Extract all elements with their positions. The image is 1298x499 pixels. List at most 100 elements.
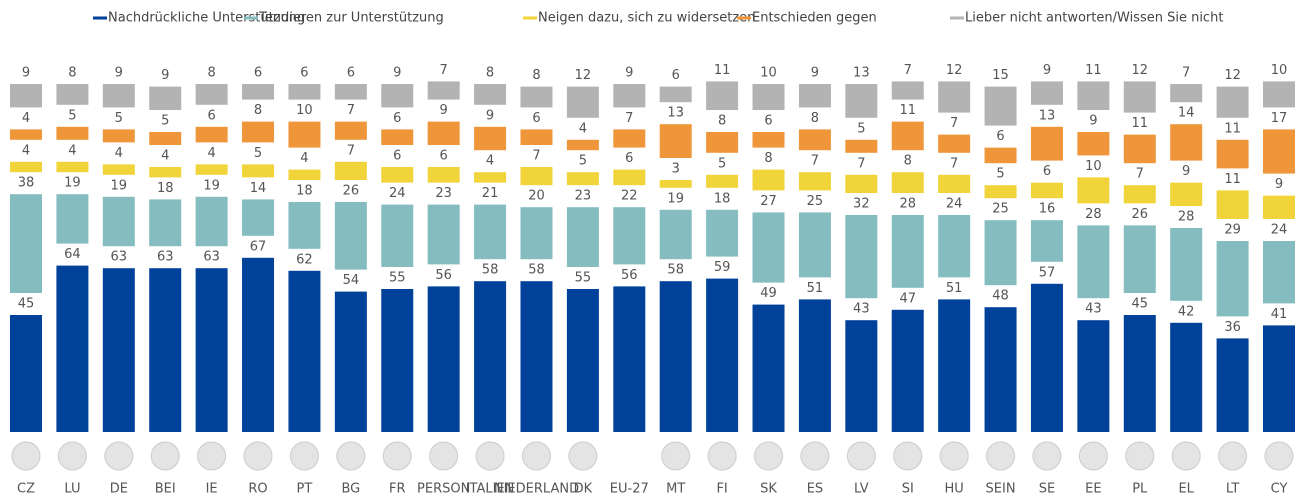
bar-segment	[1216, 139, 1249, 169]
data-label: 9	[1043, 63, 1051, 78]
data-label: 4	[22, 111, 30, 126]
bar-segment	[566, 289, 599, 432]
bar-segment	[10, 161, 42, 173]
bar-segment	[10, 315, 42, 432]
flag	[1078, 441, 1108, 471]
bar-segment	[381, 167, 414, 183]
data-label: 17	[1271, 111, 1288, 126]
data-label: 8	[486, 66, 494, 81]
bar-segment	[427, 81, 460, 100]
bar-segment	[1030, 220, 1063, 262]
data-label: 8	[254, 103, 262, 118]
data-label: 6	[207, 108, 215, 123]
data-label: 7	[347, 143, 355, 158]
data-label: 4	[486, 154, 494, 169]
x-tick-label: RO	[248, 482, 267, 497]
bar-segment	[334, 202, 367, 270]
bar-segment	[381, 129, 414, 145]
bar-segment	[1170, 228, 1203, 301]
data-label: 10	[296, 103, 313, 118]
bar-segment	[659, 281, 692, 432]
bar-segment	[334, 121, 367, 140]
data-label: 9	[1182, 164, 1190, 179]
bar-segment	[1170, 322, 1203, 432]
data-label: 11	[1224, 172, 1241, 187]
bar-segment	[520, 129, 553, 145]
data-label: 7	[811, 154, 819, 169]
data-label: 14	[1178, 106, 1195, 121]
bar-segment	[56, 126, 89, 140]
bar-segment	[1216, 241, 1249, 317]
data-label: 18	[714, 191, 731, 206]
data-label: 16	[1039, 202, 1056, 217]
bar-segment	[566, 139, 599, 151]
x-tick-label: ES	[807, 482, 823, 497]
flag	[104, 441, 134, 471]
bar-segment	[334, 291, 367, 432]
flag	[197, 441, 227, 471]
data-label: 58	[528, 263, 545, 278]
x-tick-label: BEI	[155, 482, 176, 497]
bar-segment	[334, 161, 367, 180]
bar-segment	[984, 220, 1017, 286]
data-label: 51	[807, 281, 824, 296]
x-tick-label: EE	[1085, 482, 1101, 497]
data-label: 6	[1043, 164, 1051, 179]
data-label: 45	[18, 297, 35, 312]
flag	[1032, 441, 1062, 471]
data-label: 4	[161, 149, 169, 164]
data-label: 6	[625, 151, 633, 166]
bar-segment	[474, 126, 507, 151]
data-label: 63	[157, 250, 174, 265]
data-label: 6	[393, 111, 401, 126]
bar-segment	[984, 185, 1017, 199]
data-label: 42	[1178, 304, 1195, 319]
data-label: 26	[1132, 207, 1149, 222]
data-label: 9	[393, 66, 401, 81]
bar-segment	[1123, 134, 1156, 164]
bar-segment	[613, 129, 646, 148]
bar-segment	[1263, 195, 1295, 219]
data-label: 6	[996, 129, 1004, 144]
bar-segment	[1077, 177, 1110, 204]
data-label: 10	[1085, 159, 1102, 174]
data-label: 23	[575, 189, 592, 204]
bar-segment	[566, 86, 599, 118]
data-label: 6	[764, 114, 772, 129]
x-tick-label: ITALIEN	[466, 482, 515, 497]
legend-label: Neigen dazu, sich zu widersetzen	[538, 11, 755, 26]
data-label: 5	[68, 108, 76, 123]
data-label: 4	[300, 151, 308, 166]
data-label: 27	[760, 194, 777, 209]
x-tick-label: NIEDERLAND	[494, 482, 579, 497]
data-label: 8	[811, 111, 819, 126]
data-label: 11	[899, 103, 916, 118]
data-label: 38	[18, 176, 35, 191]
data-label: 14	[250, 181, 267, 196]
bar-segment	[659, 124, 692, 158]
bar-segment	[520, 281, 553, 432]
bar-segment	[1123, 81, 1156, 113]
bar-segment	[938, 134, 971, 153]
bar-segment	[1123, 315, 1156, 432]
bar-segment	[798, 84, 831, 108]
data-label: 7	[1136, 167, 1144, 182]
bar-segment	[984, 147, 1017, 164]
bar-segment	[1030, 81, 1063, 105]
data-label: 25	[992, 202, 1009, 217]
data-label: 63	[203, 250, 220, 265]
data-label: 11	[1085, 63, 1102, 78]
bar-segment	[520, 86, 553, 108]
data-label: 9	[115, 66, 123, 81]
bar-segment	[520, 207, 553, 260]
data-label: 5	[857, 121, 865, 136]
data-label: 8	[207, 66, 215, 81]
data-label: 10	[1271, 63, 1288, 78]
data-label: 5	[115, 111, 123, 126]
flag	[475, 441, 505, 471]
x-tick-label: LU	[64, 482, 80, 497]
bar-segment	[938, 215, 971, 278]
data-label: 19	[111, 178, 128, 193]
data-label: 63	[111, 250, 128, 265]
